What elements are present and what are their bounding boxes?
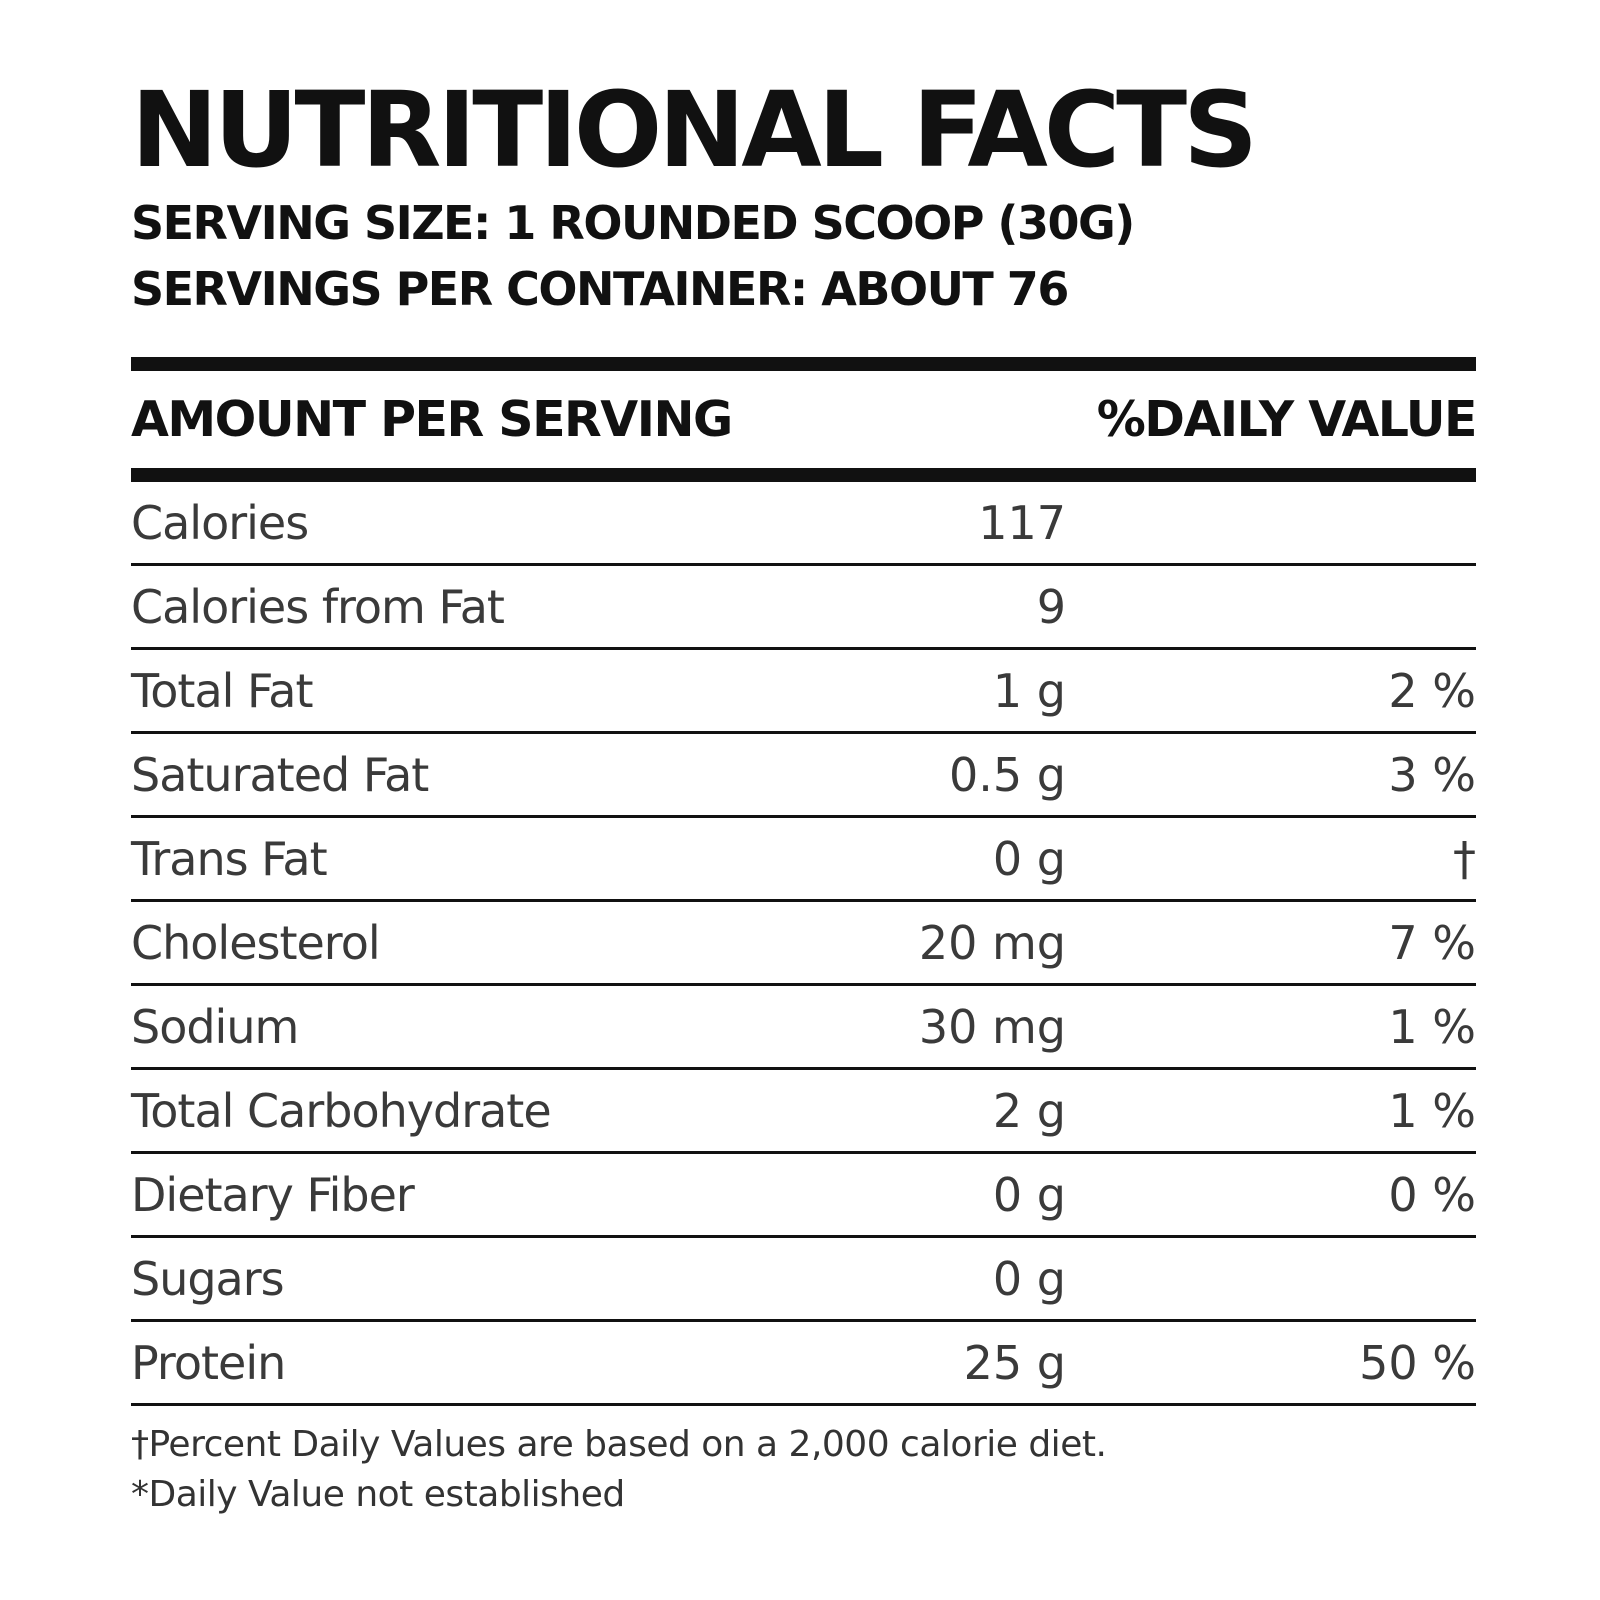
nutrient-daily-value: † <box>1453 832 1476 886</box>
nutrient-daily-value: 3 % <box>1388 748 1476 802</box>
nutrient-daily-value: 0 % <box>1388 1168 1476 1222</box>
nutrient-name: Calories <box>131 496 309 550</box>
nutrient-amount: 0 g <box>992 1168 1066 1222</box>
nutrient-amount: 0 g <box>992 832 1066 886</box>
nutrient-daily-value: 1 % <box>1388 1084 1476 1138</box>
percent-daily-value-note: †Percent Daily Values are based on a 2,0… <box>131 1424 1107 1465</box>
nutrient-amount: 0.5 g <box>949 748 1066 802</box>
nutrient-name: Saturated Fat <box>131 748 429 802</box>
nutrient-name: Trans Fat <box>131 832 328 886</box>
top-divider <box>131 357 1476 371</box>
nutrient-amount: 20 mg <box>918 916 1066 970</box>
daily-value-not-established-note: *Daily Value not established <box>131 1474 625 1515</box>
label-title: NUTRITIONAL FACTS <box>131 69 1258 191</box>
nutrient-name: Protein <box>131 1336 286 1390</box>
nutrient-row-total-fat: Total Fat 1 g 2 % <box>131 650 1476 734</box>
footnotes: †Percent Daily Values are based on a 2,0… <box>131 1420 1476 1520</box>
nutrient-row-protein: Protein 25 g 50 % <box>131 1322 1476 1406</box>
nutrient-row-saturated-fat: Saturated Fat 0.5 g 3 % <box>131 734 1476 818</box>
column-header-row: AMOUNT PER SERVING %DAILY VALUE <box>131 371 1478 468</box>
nutrient-row-cholesterol: Cholesterol 20 mg 7 % <box>131 902 1476 986</box>
serving-size: SERVING SIZE: 1 ROUNDED SCOOP (30G) <box>131 196 1135 250</box>
nutrient-amount: 1 g <box>992 664 1066 718</box>
nutrient-row-calories: Calories 117 <box>131 482 1476 566</box>
nutrient-name: Sugars <box>131 1252 285 1306</box>
nutrient-amount: 117 <box>978 496 1066 550</box>
nutrient-amount: 0 g <box>992 1252 1066 1306</box>
nutrient-name: Total Fat <box>131 664 314 718</box>
nutrient-daily-value: 7 % <box>1388 916 1476 970</box>
nutrient-daily-value: 1 % <box>1388 1000 1476 1054</box>
nutrient-name: Calories from Fat <box>131 580 505 634</box>
nutrient-row-trans-fat: Trans Fat 0 g † <box>131 818 1476 902</box>
header-divider <box>131 468 1476 482</box>
nutrient-daily-value: 50 % <box>1359 1336 1476 1390</box>
nutrient-name: Dietary Fiber <box>131 1168 415 1222</box>
nutrient-name: Total Carbohydrate <box>131 1084 552 1138</box>
nutrient-table: Calories 117 Calories from Fat 9 Total F… <box>131 482 1476 1406</box>
servings-per-container: SERVINGS PER CONTAINER: ABOUT 76 <box>131 262 1069 316</box>
nutrient-row-total-carbohydrate: Total Carbohydrate 2 g 1 % <box>131 1070 1476 1154</box>
nutrient-amount: 25 g <box>963 1336 1066 1390</box>
amount-per-serving-header: AMOUNT PER SERVING <box>131 391 733 448</box>
nutrient-amount: 30 mg <box>918 1000 1066 1054</box>
nutrient-row-sodium: Sodium 30 mg 1 % <box>131 986 1476 1070</box>
nutrition-facts-label: NUTRITIONAL FACTS SERVING SIZE: 1 ROUNDE… <box>131 69 1478 1520</box>
nutrient-row-dietary-fiber: Dietary Fiber 0 g 0 % <box>131 1154 1476 1238</box>
daily-value-header: %DAILY VALUE <box>1096 391 1478 448</box>
nutrient-name: Cholesterol <box>131 916 381 970</box>
nutrient-daily-value: 2 % <box>1388 664 1476 718</box>
nutrient-row-calories-from-fat: Calories from Fat 9 <box>131 566 1476 650</box>
nutrient-amount: 2 g <box>992 1084 1066 1138</box>
nutrient-name: Sodium <box>131 1000 299 1054</box>
nutrient-amount: 9 <box>1036 580 1066 634</box>
nutrient-row-sugars: Sugars 0 g <box>131 1238 1476 1322</box>
